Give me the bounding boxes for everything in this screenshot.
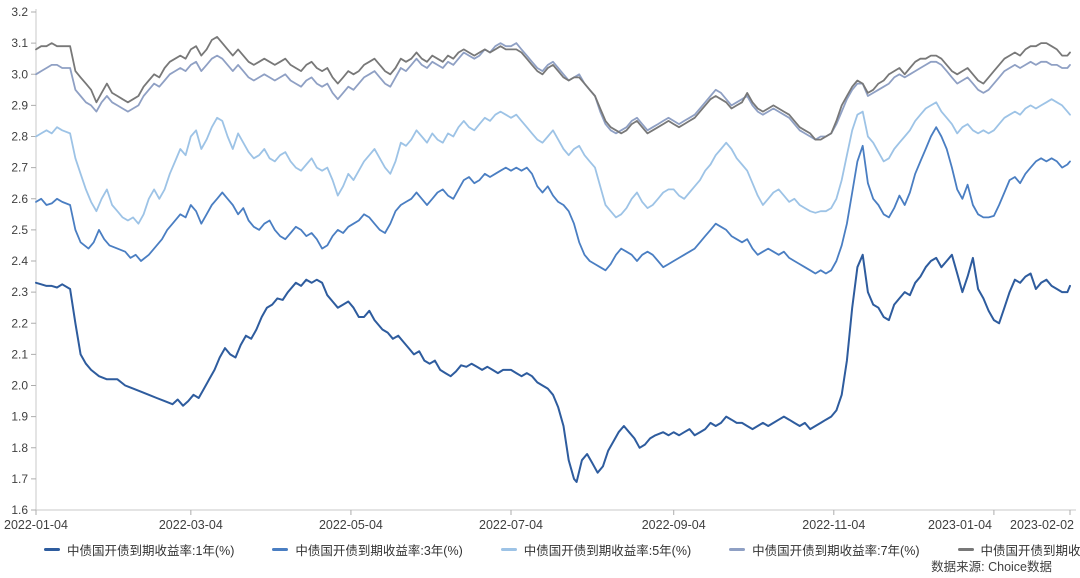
series-line-中债国开债到期收益率:7年(%) [35,42,1071,141]
legend-item-中债国开债到期收益率:10年(%)[interactable]: 中债国开债到期收益率:10年(%) [957,540,1080,559]
y-tick-label: 3.1 [11,36,28,50]
y-tick-label: 2.3 [11,285,28,299]
legend-item-中债国开债到期收益率:5年(%)[interactable]: 中债国开债到期收益率:5年(%) [500,540,692,559]
y-tick-label: 1.7 [11,472,28,486]
y-tick-label: 1.6 [11,503,28,517]
y-tick-label: 2.6 [11,192,28,206]
legend-item-label: 中债国开债到期收益率:1年(%) [67,544,235,558]
y-tick-label: 2.8 [11,130,28,144]
x-tick-label: 2022-01-04 [4,518,68,532]
y-tick-label: 2.7 [11,161,28,175]
legend-marker-icon [957,548,974,551]
x-tick-label: 2022-11-04 [802,518,865,532]
series-line-中债国开债到期收益率:3年(%) [35,126,1071,275]
legend-item-label: 中债国开债到期收益率:3年(%) [295,544,463,558]
x-tick-label: 2023-01-04 [928,518,992,532]
series-line-中债国开债到期收益率:10年(%) [35,36,1071,141]
y-tick-label: 2.1 [11,347,28,361]
legend-item-中债国开债到期收益率:7年(%)[interactable]: 中债国开债到期收益率:7年(%) [729,540,920,559]
y-tick-label: 2.4 [11,254,28,268]
legend-marker-icon [272,548,289,551]
x-tick-label: 2022-03-04 [159,518,223,532]
y-tick-label: 1.8 [11,441,28,455]
legend-item-中债国开债到期收益率:1年(%)[interactable]: 中债国开债到期收益率:1年(%) [44,540,234,559]
legend-item-label: 中债国开债到期收益率:7年(%) [752,544,920,558]
y-tick-label: 2.5 [11,223,28,237]
legend-item-中债国开债到期收益率:3年(%)[interactable]: 中债国开债到期收益率:3年(%) [272,540,463,559]
legend-marker-icon [44,548,60,551]
legend-item-label: 中债国开债到期收益率:5年(%) [523,544,692,558]
x-tick-label: 2022-05-04 [319,518,383,532]
y-tick-label: 2.0 [11,379,28,393]
legend-item-label: 中债国开债到期收益率:10年(%) [980,544,1080,558]
x-tick-label: 2022-09-04 [642,518,706,532]
series-line-中债国开债到期收益率:1年(%) [35,253,1071,483]
series-line-中债国开债到期收益率:5年(%) [35,98,1071,225]
y-tick-label: 1.9 [11,410,28,424]
y-tick-label: 3.0 [11,67,28,81]
data-source-note: 数据来源: Choice数据 [931,560,1052,574]
chart-svg: 1.6 1.7 1.8 1.9 2.0 2.1 2.2 2.3 2.4 2.5 2.6 2.7 2.8 2… [4,5,1076,532]
y-tick-label: 2.9 [11,98,28,112]
x-tick-label: 2022-07-04 [479,518,543,532]
x-tick-label: 2023-02-02 [1010,518,1074,532]
y-tick-label: 2.2 [11,316,28,330]
legend-marker-icon [500,548,517,551]
legend-marker-icon [729,548,746,551]
y-tick-label: 3.2 [11,5,28,19]
legend: 中债国开债到期收益率:1年(%) 中债国开债到期收益率:3年(%) 中债国开债到期收… [44,540,1080,559]
